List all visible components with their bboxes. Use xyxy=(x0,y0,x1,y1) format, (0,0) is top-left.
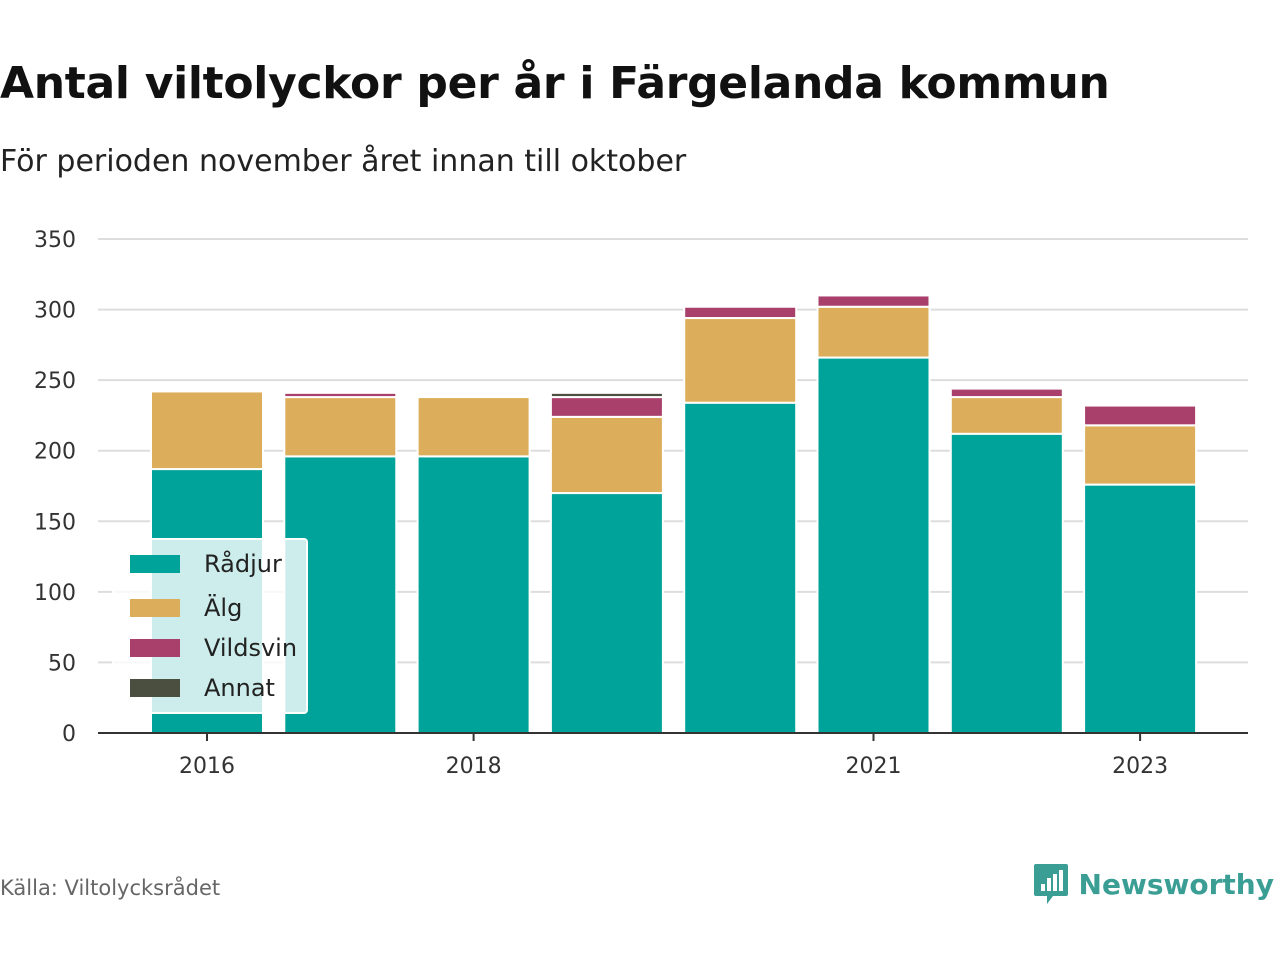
x-tick-label-2021: 2021 xyxy=(846,754,902,779)
legend-item-annat: Annat xyxy=(130,668,275,708)
bar-radjur-2020 xyxy=(683,401,798,734)
bar-vildsvin-2021 xyxy=(816,294,931,308)
legend-label-vildsvin: Vildsvin xyxy=(204,634,298,662)
brand-logo[interactable]: Newsworthy xyxy=(1033,862,1274,906)
legend-label-radjur: Rådjur xyxy=(204,550,282,578)
bar-alg-2020 xyxy=(683,317,798,404)
y-tick-label-300: 300 xyxy=(34,299,76,324)
bar-alg-2021 xyxy=(816,305,931,359)
legend-item-radjur: Rådjur xyxy=(130,544,282,584)
bar-radjur-2021 xyxy=(816,356,931,734)
y-tick-label-200: 200 xyxy=(34,440,76,465)
brand-name: Newsworthy xyxy=(1078,867,1274,901)
bar-vildsvin-2017 xyxy=(283,391,398,399)
x-tick-label-2023: 2023 xyxy=(1112,754,1168,779)
bar-radjur-2023 xyxy=(1083,483,1198,734)
bar-alg-2018 xyxy=(416,396,531,458)
legend-label-annat: Annat xyxy=(204,674,275,702)
bar-vildsvin-2022 xyxy=(949,387,1064,399)
y-tick-label-150: 150 xyxy=(34,510,76,535)
bar-annat-2019 xyxy=(549,391,664,399)
bar-radjur-2022 xyxy=(949,432,1064,734)
legend-swatch-vildsvin xyxy=(130,639,180,657)
bar-radjur-2019 xyxy=(549,492,664,734)
legend: Rådjur Älg Vildsvin Annat xyxy=(112,538,308,714)
bar-radjur-2018 xyxy=(416,455,531,734)
bar-alg-2019 xyxy=(549,415,664,495)
chart-subtitle: För perioden november året innan till ok… xyxy=(0,144,687,179)
y-tick-label-100: 100 xyxy=(34,581,76,606)
newsworthy-icon xyxy=(1033,864,1068,904)
y-tick-label-250: 250 xyxy=(34,369,76,394)
bar-alg-2017 xyxy=(283,396,398,458)
legend-item-alg: Älg xyxy=(130,588,242,628)
source-note: Källa: Viltolycksrådet xyxy=(0,876,221,900)
bar-alg-2016 xyxy=(150,390,264,471)
bar-alg-2023 xyxy=(1083,424,1198,486)
y-tick-label-0: 0 xyxy=(62,722,76,747)
bar-vildsvin-2019 xyxy=(549,396,664,418)
legend-item-vildsvin: Vildsvin xyxy=(130,628,297,668)
legend-swatch-annat xyxy=(130,679,180,697)
bar-vildsvin-2020 xyxy=(683,305,798,320)
chart-title: Antal viltolyckor per år i Färgelanda ko… xyxy=(0,58,1110,109)
x-tick-label-2018: 2018 xyxy=(446,754,502,779)
legend-swatch-radjur xyxy=(130,555,180,573)
bar-alg-2022 xyxy=(949,396,1064,435)
legend-label-alg: Älg xyxy=(204,594,243,622)
bar-vildsvin-2023 xyxy=(1083,404,1198,427)
y-tick-label-350: 350 xyxy=(34,228,76,253)
legend-swatch-alg xyxy=(130,599,180,617)
y-tick-label-50: 50 xyxy=(48,651,76,676)
x-tick-label-2016: 2016 xyxy=(179,754,235,779)
